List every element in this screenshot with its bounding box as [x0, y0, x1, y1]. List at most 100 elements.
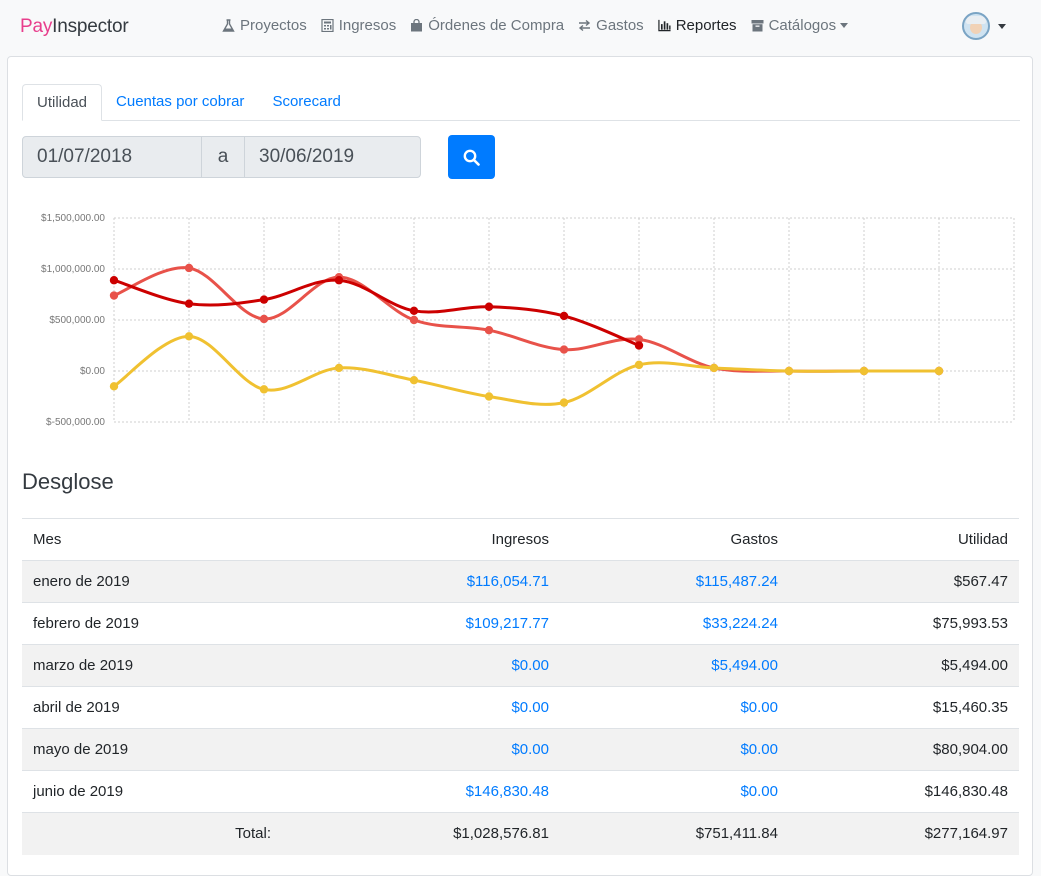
- report-card: Utilidad Cuentas por cobrar Scorecard 01…: [7, 56, 1033, 876]
- total-gastos: $751,411.84: [560, 812, 789, 855]
- breakdown-title: Desglose: [22, 469, 114, 494]
- date-from-input[interactable]: 01/07/2018: [22, 136, 202, 178]
- top-navbar: PayInspector Proyectos Ingresos Órdenes …: [0, 0, 1041, 56]
- cell-utilidad: $146,830.48: [789, 770, 1019, 813]
- search-icon: [463, 149, 480, 166]
- data-point: [259, 314, 269, 324]
- cell-gastos-link[interactable]: $115,487.24: [560, 560, 789, 603]
- data-point: [259, 385, 269, 394]
- table-row: mayo de 2019 $0.00 $0.00 $80,904.00: [22, 728, 1019, 771]
- data-point: [484, 326, 494, 335]
- data-point: [634, 335, 644, 344]
- search-button[interactable]: [448, 135, 495, 179]
- cell-gastos-link[interactable]: $0.00: [560, 770, 789, 813]
- nav-item-reportes[interactable]: Reportes: [658, 17, 737, 34]
- data-point: [409, 315, 419, 325]
- cell-gastos-link[interactable]: $0.00: [560, 686, 789, 729]
- brand-pay: Pay: [20, 16, 53, 37]
- brand-inspector: Inspector: [52, 16, 129, 37]
- data-point: [109, 382, 119, 391]
- utility-line-chart: $1,500,000.00 $1,000,000.00 $500,000.00 $0.…: [41, 213, 1015, 428]
- data-point: [934, 366, 944, 376]
- chevron-down-icon: [840, 23, 849, 28]
- archive-icon: [751, 20, 764, 32]
- series-line: [113, 278, 640, 347]
- calculator-icon: [321, 19, 334, 32]
- avatar: [962, 12, 990, 40]
- date-range-separator: a: [202, 136, 244, 178]
- total-utilidad: $277,164.97: [789, 812, 1019, 855]
- data-point: [409, 375, 419, 385]
- cell-ingresos-link[interactable]: $0.00: [282, 686, 560, 729]
- cell-utilidad: $15,460.35: [789, 686, 1019, 729]
- nav-item-ordenes[interactable]: Órdenes de Compra: [410, 17, 564, 34]
- data-point: [334, 363, 344, 373]
- main-nav: Proyectos Ingresos Órdenes de Compra Gas…: [222, 17, 862, 34]
- table-row: enero de 2019 $116,054.71 $115,487.24 $5…: [22, 560, 1019, 603]
- data-point: [559, 345, 569, 354]
- data-point: [559, 398, 569, 407]
- avatar-hair: [966, 16, 986, 24]
- flask-icon: [222, 19, 235, 32]
- header-gastos: Gastos: [560, 518, 789, 561]
- series-line: [113, 334, 939, 406]
- data-point: [484, 392, 494, 401]
- header-ingresos: Ingresos: [282, 518, 560, 561]
- user-menu[interactable]: [962, 12, 1006, 40]
- bar-chart-icon: [658, 19, 671, 32]
- cell-ingresos-link[interactable]: $146,830.48: [282, 770, 560, 813]
- chevron-down-icon: [998, 23, 1006, 29]
- data-point: [109, 291, 119, 300]
- cell-mes: junio de 2019: [22, 770, 282, 813]
- breakdown-table: Mes Ingresos Gastos Utilidad enero de 20…: [22, 518, 1019, 855]
- table-row: junio de 2019 $146,830.48 $0.00 $146,830…: [22, 770, 1019, 813]
- data-point: [184, 263, 194, 273]
- cell-mes: mayo de 2019: [22, 728, 282, 771]
- avatar-face: [970, 21, 982, 34]
- data-point: [109, 276, 119, 285]
- data-point: [859, 366, 869, 376]
- cell-utilidad: $567.47: [789, 560, 1019, 603]
- data-point: [784, 366, 794, 376]
- exchange-icon: [579, 19, 591, 32]
- cell-utilidad: $5,494.00: [789, 644, 1019, 687]
- total-ingresos: $1,028,576.81: [282, 812, 560, 855]
- date-to-input[interactable]: 30/06/2019: [244, 136, 421, 178]
- tab-cuentas-por-cobrar[interactable]: Cuentas por cobrar: [116, 93, 245, 110]
- data-point: [634, 360, 644, 370]
- data-point: [484, 302, 494, 311]
- nav-label: Catálogos: [768, 17, 837, 34]
- cell-mes: enero de 2019: [22, 560, 282, 603]
- nav-item-catalogos[interactable]: Catálogos: [751, 17, 849, 34]
- cell-utilidad: $75,993.53: [789, 602, 1019, 645]
- nav-label: Ingresos: [338, 17, 397, 34]
- table-row: febrero de 2019 $109,217.77 $33,224.24 $…: [22, 602, 1019, 645]
- header-mes: Mes: [22, 518, 282, 561]
- cell-gastos-link[interactable]: $33,224.24: [560, 602, 789, 645]
- data-point: [634, 341, 644, 350]
- tab-scorecard[interactable]: Scorecard: [272, 93, 341, 110]
- report-tabs: Utilidad Cuentas por cobrar Scorecard: [22, 84, 1020, 121]
- tab-utilidad[interactable]: Utilidad: [22, 84, 103, 121]
- data-point: [334, 276, 344, 285]
- cell-ingresos-link[interactable]: $0.00: [282, 644, 560, 687]
- date-range-picker: 01/07/2018 a 30/06/2019: [22, 136, 421, 178]
- series-line: [113, 266, 939, 373]
- nav-item-proyectos[interactable]: Proyectos: [222, 17, 307, 34]
- nav-item-gastos[interactable]: Gastos: [578, 17, 644, 34]
- y-tick-label: $-500,000.00: [46, 417, 105, 428]
- nav-item-ingresos[interactable]: Ingresos: [321, 17, 397, 34]
- cell-mes: febrero de 2019: [22, 602, 282, 645]
- data-point: [559, 311, 569, 321]
- cell-ingresos-link[interactable]: $0.00: [282, 728, 560, 771]
- cell-ingresos-link[interactable]: $109,217.77: [282, 602, 560, 645]
- cell-utilidad: $80,904.00: [789, 728, 1019, 771]
- cell-gastos-link[interactable]: $5,494.00: [560, 644, 789, 687]
- data-point: [184, 332, 194, 341]
- cell-gastos-link[interactable]: $0.00: [560, 728, 789, 771]
- nav-label: Reportes: [675, 17, 737, 34]
- brand-logo[interactable]: PayInspector: [20, 16, 129, 38]
- data-point: [409, 306, 419, 316]
- cell-ingresos-link[interactable]: $116,054.71: [282, 560, 560, 603]
- y-tick-label: $1,500,000.00: [41, 213, 105, 224]
